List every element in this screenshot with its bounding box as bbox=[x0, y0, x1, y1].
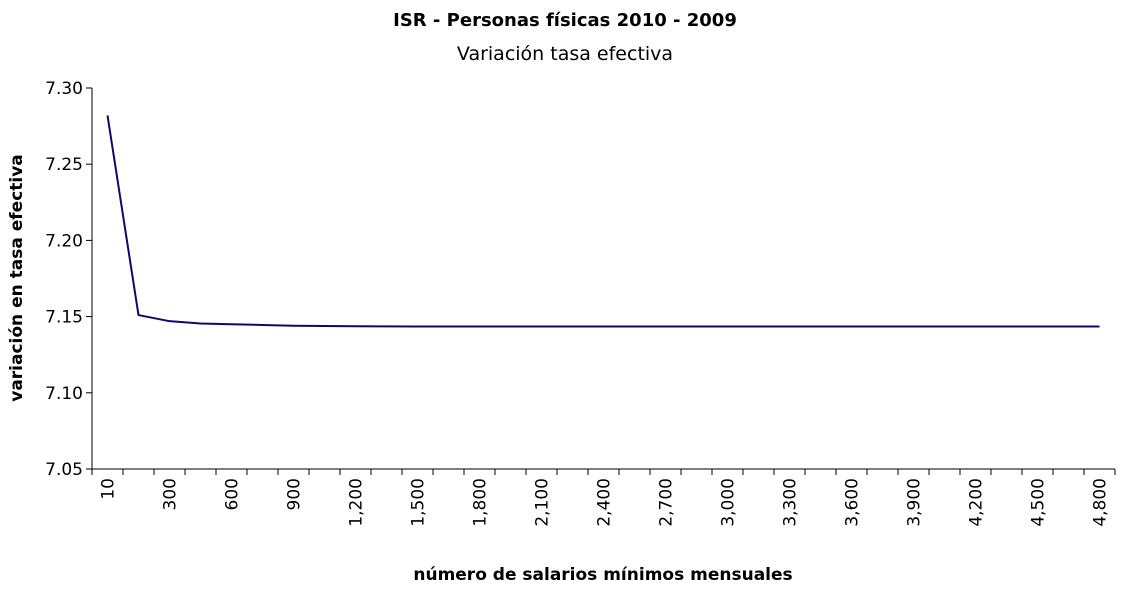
chart-title: ISR - Personas físicas 2010 - 2009 bbox=[393, 10, 737, 31]
x-tick-label: 4,500 bbox=[1029, 478, 1049, 527]
y-tick-label: 7.15 bbox=[45, 308, 83, 328]
x-tick-label: 900 bbox=[285, 478, 305, 510]
data-line bbox=[106, 115, 1100, 328]
x-tick-label: 3,300 bbox=[781, 478, 801, 527]
x-tick-label: 10 bbox=[99, 478, 119, 500]
y-tick-label: 7.30 bbox=[45, 79, 83, 99]
y-tick-label: 7.20 bbox=[45, 231, 83, 251]
y-tick-label: 7.10 bbox=[45, 384, 83, 404]
x-tick-label: 4,200 bbox=[967, 478, 987, 527]
chart-subtitle: Variación tasa efectiva bbox=[457, 43, 673, 65]
x-tick-label: 600 bbox=[223, 478, 243, 510]
x-tick-label: 1,200 bbox=[347, 478, 367, 527]
y-tick-label: 7.05 bbox=[45, 460, 83, 480]
x-tick-label: 2,400 bbox=[595, 478, 615, 527]
x-tick-label: 300 bbox=[161, 478, 181, 510]
x-tick-label: 1,800 bbox=[471, 478, 491, 527]
x-tick-label: 4,800 bbox=[1091, 478, 1111, 527]
y-axis-title: variación en tasa efectiva bbox=[7, 154, 27, 402]
x-tick-label: 3,000 bbox=[719, 478, 739, 527]
x-axis-title: número de salarios mínimos mensuales bbox=[413, 565, 792, 585]
x-tick-label: 2,100 bbox=[533, 478, 553, 527]
x-tick-label: 2,700 bbox=[657, 478, 677, 527]
x-tick-label: 1,500 bbox=[409, 478, 429, 527]
x-tick-label: 3,600 bbox=[843, 478, 863, 527]
x-tick-label: 3,900 bbox=[905, 478, 925, 527]
y-tick-label: 7.25 bbox=[45, 155, 83, 175]
